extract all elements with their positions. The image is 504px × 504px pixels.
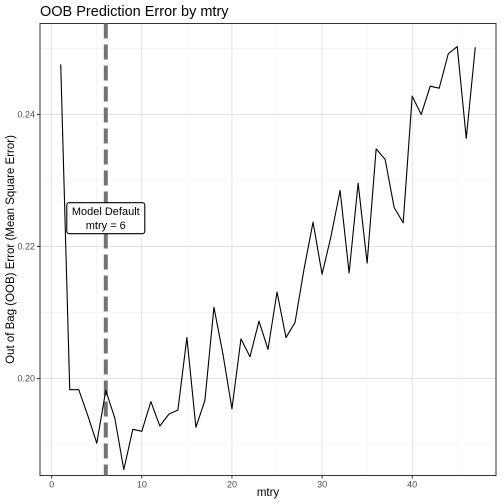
y-tick-label: 0.20	[17, 374, 35, 384]
plot-panel-border	[39, 23, 497, 476]
series	[60, 46, 476, 471]
grid	[40, 23, 496, 476]
x-tick-label: 20	[227, 480, 237, 490]
annotation-box	[66, 202, 146, 235]
x-tick-label: 40	[407, 480, 417, 490]
y-tick-label: 0.22	[17, 242, 35, 252]
y-tick-label: 0.24	[17, 110, 35, 120]
x-axis-title: mtry	[257, 487, 280, 499]
annotation-line-1: Model Default	[72, 206, 140, 218]
x-tick-label: 0	[49, 480, 54, 490]
series-line	[60, 46, 476, 471]
x-tick-label: 10	[137, 480, 147, 490]
chart-title: OOB Prediction Error by mtry	[40, 4, 229, 20]
y-axis-ticks: 0.20 0.22 0.24	[17, 110, 40, 384]
y-axis-title: Out of Bag (OOB) Error (Mean Square Erro…	[5, 135, 17, 364]
x-tick-label: 30	[317, 480, 327, 490]
x-axis-ticks: 0 10 20 30 40	[49, 475, 417, 490]
annotation-line-2: mtry = 6	[86, 220, 126, 232]
annotation: Model Default mtry = 6	[66, 202, 146, 235]
